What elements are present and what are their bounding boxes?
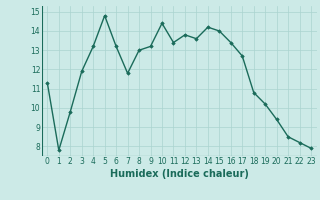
X-axis label: Humidex (Indice chaleur): Humidex (Indice chaleur) [110, 169, 249, 179]
